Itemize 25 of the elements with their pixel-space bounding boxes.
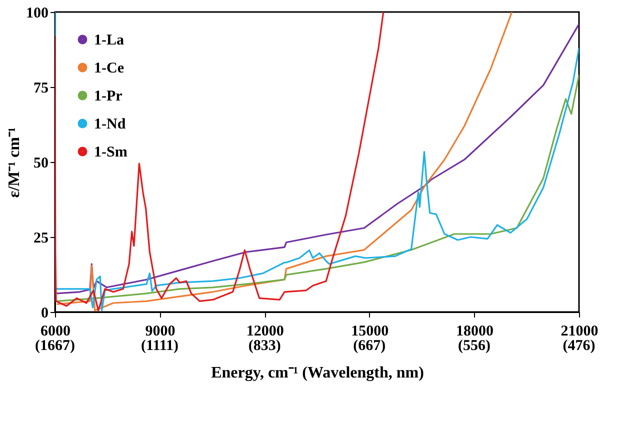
x-axis-title: Energy, cm⁻¹ (Wavelength, nm)	[211, 364, 424, 382]
text: (556)	[458, 338, 490, 354]
legend-label: 1-Nd	[94, 116, 126, 132]
y-axis-title: ε/M⁻¹ cm⁻¹	[6, 127, 23, 198]
legend-label: 1-Sm	[94, 144, 128, 160]
text: (833)	[248, 338, 281, 354]
x-tick-label: 9000	[145, 324, 176, 340]
x-tick-label: 21000	[560, 324, 598, 340]
y-tick-label: 50	[34, 156, 48, 172]
x-tick-label: 6000	[40, 324, 70, 340]
legend-label: 1-Pr	[94, 88, 123, 104]
text: (476)	[562, 338, 596, 354]
x-tick-label: 12000	[246, 324, 284, 340]
x-tick-label: 15000	[351, 324, 389, 340]
legend-label: 1-La	[94, 32, 124, 48]
y-tick-label: 75	[34, 80, 48, 96]
text: (667)	[353, 338, 386, 354]
text: (1111)	[141, 338, 179, 354]
legend-label: 1-Ce	[94, 60, 124, 76]
text: (1667)	[35, 338, 75, 354]
x-tick-label: 18000	[456, 324, 494, 340]
y-tick-label: 100	[26, 6, 48, 22]
y-tick-label: 25	[34, 230, 48, 246]
line-series	[56, 74, 579, 302]
y-tick-label: 0	[41, 306, 48, 322]
